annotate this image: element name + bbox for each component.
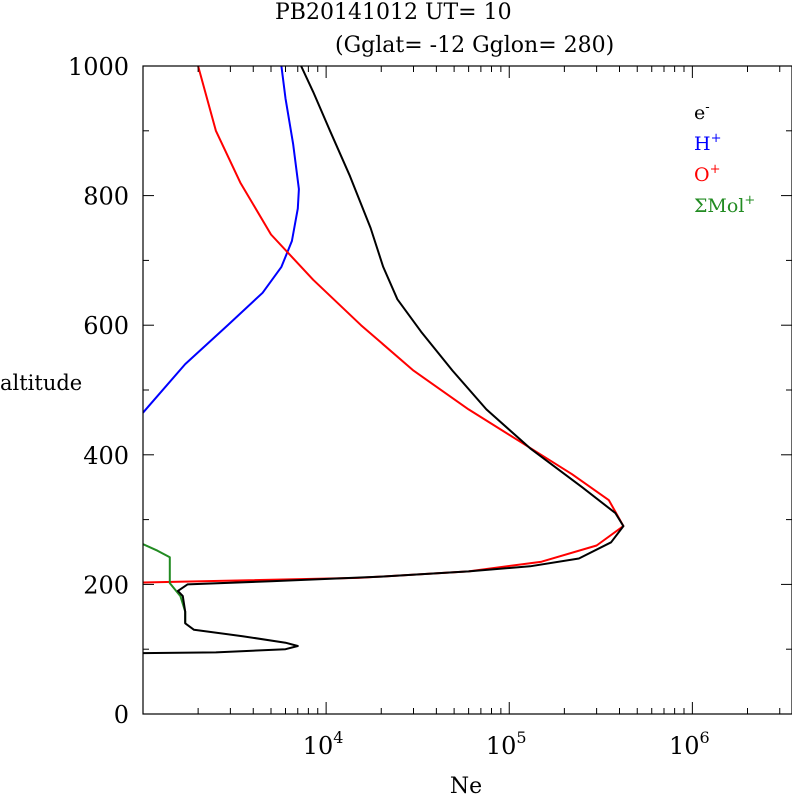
y-tick-label: 1000	[68, 53, 129, 81]
chart-subtitle: (Gglat= -12 Gglon= 280)	[335, 33, 614, 58]
chart-title: PB20141012 UT= 10	[275, 0, 512, 25]
axis-ticks: 0 200 400 600 800 1000 104 105 106	[68, 53, 792, 760]
x-axis-label: Ne	[450, 774, 482, 795]
x-tick-label: 105	[486, 728, 527, 760]
y-axis-label: altitude	[0, 371, 82, 395]
legend-entry-e: e-	[694, 100, 710, 124]
x-tick-label: 104	[303, 728, 344, 760]
y-tick-label: 600	[83, 312, 129, 340]
series-line-2	[143, 543, 187, 624]
series-line-3	[143, 66, 625, 655]
series-line-0	[143, 66, 300, 414]
y-tick-label: 800	[83, 183, 129, 211]
series-line-1	[143, 66, 625, 584]
legend-entry-o: O+	[694, 162, 720, 186]
legend-entry-mol: ΣMol+	[694, 193, 755, 217]
y-tick-label: 200	[83, 571, 129, 599]
x-tick-label: 106	[669, 728, 710, 760]
legend: e- H+ O+ ΣMol+	[694, 100, 755, 217]
legend-entry-h: H+	[694, 131, 721, 155]
plot-area	[143, 66, 625, 655]
y-tick-label: 400	[83, 442, 129, 470]
y-tick-label: 0	[114, 701, 129, 729]
